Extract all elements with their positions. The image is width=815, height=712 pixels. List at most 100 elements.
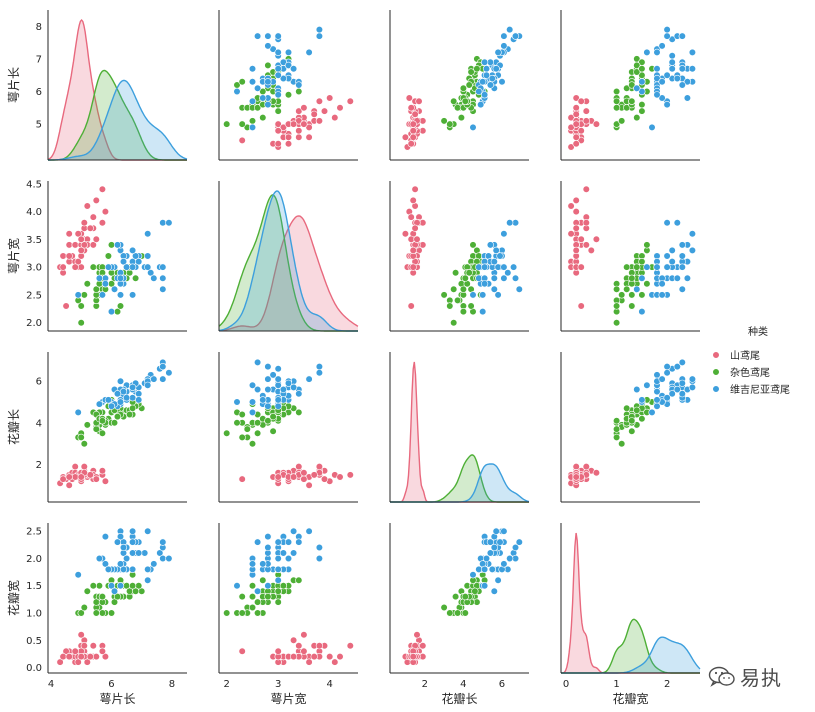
scatter-point-0-1-2-33 — [264, 78, 272, 86]
scatter-point-3-0-1-49 — [98, 592, 106, 601]
scatter-point-3-1-1-35 — [295, 576, 303, 584]
scatter-point-1-0-2-47 — [122, 263, 131, 271]
scatter-point-3-0-2-32 — [119, 543, 128, 552]
scatter-point-1-2-2-9 — [500, 230, 508, 238]
scatter-point-2-0-1-29 — [98, 429, 106, 437]
scatter-point-1-0-1-9 — [83, 280, 91, 288]
scatter-point-2-1-0-45 — [274, 473, 282, 481]
scatter-point-0-3-1-34 — [638, 107, 646, 115]
scatter-point-3-1-2-34 — [254, 587, 262, 595]
scatter-point-0-2-2-49 — [481, 91, 489, 99]
scatter-point-3-0-0-13 — [56, 658, 64, 666]
scatter-point-2-1-0-49 — [290, 473, 298, 481]
scatter-point-3-2-2-30 — [500, 560, 508, 568]
scatter-point-2-0-2-22 — [159, 363, 167, 371]
scatter-point-1-2-0-33 — [409, 196, 417, 204]
scatter-point-2-3-2-6 — [648, 408, 656, 417]
scatter-point-1-0-2-30 — [150, 274, 158, 282]
scatter-point-0-3-0-43 — [592, 120, 601, 128]
scatter-point-2-0-1-49 — [98, 417, 106, 425]
scatter-point-1-0-0-38 — [59, 263, 67, 271]
scatter-point-3-1-0-45 — [274, 647, 282, 655]
scatter-point-2-1-2-6 — [248, 408, 257, 417]
scatter-point-1-0-0-42 — [59, 252, 67, 260]
scatter-point-1-0-2-31 — [165, 219, 173, 227]
scatter-point-0-2-1-47 — [465, 81, 473, 89]
scatter-point-1-3-2-48 — [678, 241, 686, 249]
scatter-point-0-3-0-41 — [577, 136, 585, 144]
scatter-point-1-2-1-37 — [467, 302, 475, 310]
scatter-point-3-2-1-43 — [446, 609, 454, 617]
scatter-point-2-1-2-49 — [274, 396, 282, 404]
scatter-point-2-3-0-43 — [592, 469, 601, 477]
scatter-point-1-2-1-29 — [450, 285, 458, 293]
scatter-point-0-1-1-40 — [254, 104, 262, 112]
scatter-point-1-2-0-48 — [411, 224, 419, 232]
scatter-point-0-3-2-14 — [683, 94, 692, 102]
scatter-point-1-0-0-22 — [65, 230, 73, 238]
scatter-point-0-1-0-42 — [284, 140, 293, 148]
scatter-point-2-0-0-36 — [92, 475, 100, 483]
scatter-point-3-1-0-49 — [290, 652, 298, 661]
scatter-point-0-1-0-45 — [274, 127, 282, 135]
scatter-point-0-2-2-6 — [469, 123, 477, 131]
scatter-point-1-2-1-49 — [461, 274, 469, 282]
scatter-point-1-2-2-31 — [506, 219, 514, 227]
scatter-point-3-1-2-32 — [264, 543, 272, 552]
scatter-point-3-0-0-32 — [83, 658, 91, 666]
scatter-point-0-1-2-42 — [259, 94, 267, 102]
scatter-point-0-2-2-31 — [506, 26, 514, 34]
scatter-point-2-1-0-16 — [320, 475, 329, 483]
scatter-point-1-0-1-43 — [77, 302, 85, 310]
scatter-point-1-0-0-37 — [74, 230, 82, 238]
scatter-point-0-1-2-35 — [274, 32, 282, 40]
scatter-point-0-1-1-37 — [238, 78, 246, 86]
scatter-point-1-3-0-40 — [577, 235, 585, 243]
scatter-point-2-0-2-47 — [122, 394, 131, 402]
ylabel-1: 萼片宽 — [6, 238, 21, 274]
scatter-point-1-0-2-7 — [147, 269, 155, 277]
scatter-point-0-3-2-2 — [668, 52, 676, 60]
scatter-point-0-3-2-21 — [663, 100, 671, 109]
scatter-point-2-0-0-18 — [98, 467, 106, 475]
scatter-point-0-1-0-14 — [326, 94, 334, 102]
scatter-point-2-1-2-38 — [274, 402, 282, 410]
kde-fill-3-1 — [561, 619, 700, 673]
scatter-point-1-2-1-43 — [446, 302, 454, 310]
scatter-point-0-3-2-29 — [643, 48, 651, 57]
legend-item-versicolor: 杂色鸢尾 — [712, 363, 790, 380]
scatter-point-3-1-0-23 — [290, 636, 298, 644]
scatter-point-1-0-1-48 — [80, 291, 88, 299]
scatter-point-1-2-2-42 — [481, 280, 489, 288]
scatter-point-2-3-1-41 — [633, 406, 641, 414]
ytick-label-0-2: 7 — [36, 54, 42, 65]
scatter-point-1-0-2-19 — [107, 308, 116, 316]
scatter-point-1-0-2-18 — [159, 285, 167, 293]
scatter-point-1-0-2-8 — [129, 291, 137, 299]
scatter-point-0-3-1-47 — [628, 81, 636, 89]
scatter-point-3-1-0-15 — [346, 642, 354, 650]
scatter-point-3-2-1-17 — [461, 609, 469, 617]
scatter-point-0-2-2-41 — [481, 58, 489, 66]
scatter-point-0-3-0-14 — [572, 94, 580, 102]
scatter-point-1-3-2-10 — [663, 252, 671, 260]
scatter-point-3-1-2-39 — [279, 549, 288, 557]
scatter-point-1-0-2-9 — [144, 230, 152, 238]
scatter-point-3-0-2-2 — [141, 549, 149, 557]
scatter-point-1-0-0-49 — [77, 246, 85, 254]
scatter-point-3-0-1-31 — [92, 609, 100, 617]
panel-3-1 — [218, 523, 358, 674]
scatter-point-3-1-1-29 — [254, 609, 262, 617]
scatter-point-3-1-2-46 — [248, 560, 257, 568]
scatter-point-1-0-0-24 — [71, 241, 79, 249]
scatter-point-3-1-1-10 — [223, 609, 231, 617]
scatter-point-3-2-2-29 — [494, 576, 502, 584]
scatter-point-2-0-1-43 — [77, 433, 85, 442]
scatter-point-1-3-0-14 — [572, 208, 580, 216]
legend-marker-virginica — [712, 384, 720, 393]
scatter-point-0-2-1-25 — [467, 68, 475, 76]
scatter-point-1-0-2-33 — [116, 274, 125, 282]
xtick-label-1-0: 2 — [224, 679, 230, 690]
scatter-point-2-3-2-43 — [678, 379, 686, 387]
scatter-point-1-2-2-19 — [479, 308, 487, 316]
